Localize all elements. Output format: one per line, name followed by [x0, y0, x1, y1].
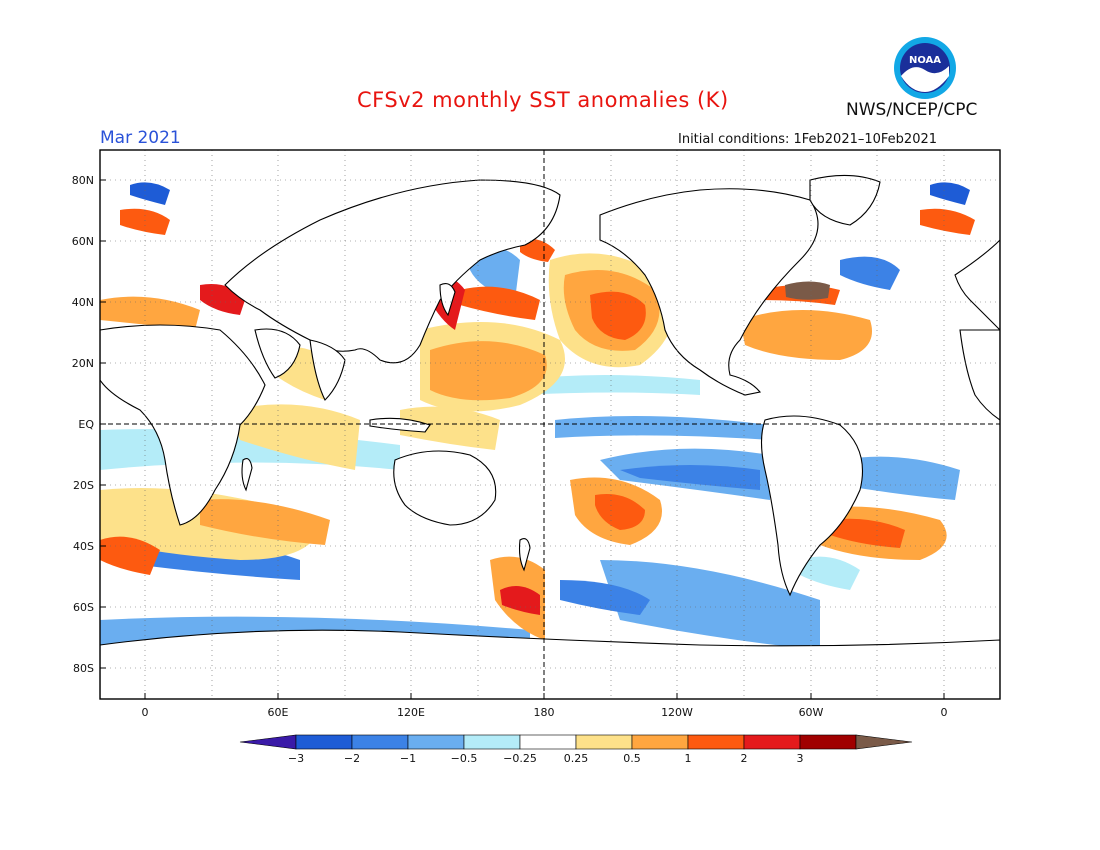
colorbar-segment: [295, 734, 353, 750]
north-america: [599, 188, 819, 396]
lon-label: 60E: [268, 706, 289, 719]
lat-label: 40S: [73, 540, 94, 553]
europe-east: [954, 239, 1000, 331]
noaa-logo: NOAA: [894, 37, 956, 99]
australia: [393, 450, 497, 526]
colorbar-segment: [519, 734, 577, 750]
lon-label: 0: [142, 706, 149, 719]
colorbar-label: −0.5: [451, 752, 478, 765]
forecast-month: Mar 2021: [100, 128, 181, 148]
arabia: [254, 328, 301, 379]
lat-label: EQ: [78, 418, 94, 431]
antarctica: [100, 629, 1000, 699]
colorbar-extend-high: [855, 734, 913, 750]
anomaly-field: [100, 182, 975, 650]
colorbar-label: 0.5: [623, 752, 641, 765]
lon-label: 0: [941, 706, 948, 719]
indonesia: [369, 417, 431, 433]
colorbar-extend-low: [239, 734, 297, 750]
colorbar: −3 −2 −1 −0.5 −0.25 0.25 0.5 1 2 3: [239, 734, 913, 765]
colorbar-segment: [575, 734, 633, 750]
madagascar: [241, 458, 253, 492]
japan: [439, 283, 456, 317]
colorbar-segment: [799, 734, 857, 750]
colorbar-label: −1: [400, 752, 416, 765]
colorbar-label: 2: [741, 752, 748, 765]
axis-ticks: [100, 179, 945, 699]
colorbar-label: −0.25: [503, 752, 537, 765]
colorbar-segment: [743, 734, 801, 750]
continents: [100, 174, 1000, 699]
colorbar-label: −3: [288, 752, 304, 765]
initial-conditions: Initial conditions: 1Feb2021–10Feb2021: [678, 132, 938, 147]
lat-label: 40N: [72, 296, 94, 309]
lat-label: 80N: [72, 174, 94, 187]
colorbar-label: −2: [344, 752, 360, 765]
map-grid: [100, 150, 1000, 699]
colorbar-label: 1: [685, 752, 692, 765]
lat-label: 60S: [73, 601, 94, 614]
new-zealand: [518, 538, 531, 572]
colorbar-label: 3: [797, 752, 804, 765]
lon-label: 120E: [397, 706, 425, 719]
lat-label: 60N: [72, 235, 94, 248]
lat-label: 80S: [73, 662, 94, 675]
lat-label: 20N: [72, 357, 94, 370]
africa-east-repeat: [959, 329, 1000, 421]
colorbar-segment: [631, 734, 689, 750]
greenland: [809, 174, 881, 226]
india: [309, 339, 346, 401]
colorbar-segment: [687, 734, 745, 750]
map-title: CFSv2 monthly SST anomalies (K): [357, 88, 729, 112]
lat-label: 20S: [73, 479, 94, 492]
colorbar-segment: [407, 734, 465, 750]
colorbar-segment: [351, 734, 409, 750]
longitude-labels: 0 60E 120E 180 120W 60W 0: [142, 706, 948, 719]
latitude-labels: 80N 60N 40N 20N EQ 20S 40S 60S 80S: [72, 174, 95, 675]
agency-label: NWS/NCEP/CPC: [846, 100, 978, 120]
south-america: [760, 415, 864, 597]
lon-label: 60W: [799, 706, 824, 719]
lon-label: 120W: [661, 706, 693, 719]
noaa-logo-text: NOAA: [909, 55, 941, 66]
equator-and-dateline: [100, 150, 1000, 699]
colorbar-label: 0.25: [564, 752, 589, 765]
colorbar-segment: [463, 734, 521, 750]
lon-label: 180: [534, 706, 555, 719]
